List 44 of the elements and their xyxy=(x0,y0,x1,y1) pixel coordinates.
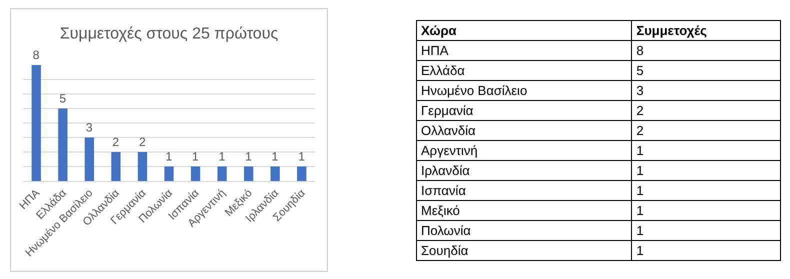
category-label: Ελλάδα xyxy=(416,60,632,80)
bar xyxy=(138,152,148,181)
data-label: 1 xyxy=(632,200,780,220)
data-label: 1 xyxy=(272,150,279,164)
data-label: 8 xyxy=(32,48,40,62)
text: Συμμετοχές xyxy=(632,20,780,40)
data-label: 1 xyxy=(192,150,200,164)
data-label: 2 xyxy=(632,100,780,120)
bar xyxy=(164,166,174,181)
text: Χώρα xyxy=(416,20,632,40)
bar xyxy=(32,65,41,181)
data-label: 1 xyxy=(245,150,252,164)
chart-title: Συμμετοχές στους 25 πρώτους xyxy=(60,26,278,43)
bar xyxy=(111,152,121,181)
data-label: 1 xyxy=(298,150,306,164)
bar xyxy=(84,138,94,181)
data-label: 1 xyxy=(218,150,226,164)
bar xyxy=(190,166,200,181)
data-label: 1 xyxy=(632,220,780,240)
category-label: Ολλανδία xyxy=(416,120,632,140)
data-label: 5 xyxy=(632,60,780,80)
data-label: 2 xyxy=(112,135,120,149)
bar xyxy=(270,166,280,181)
category-label: Αργεντινή xyxy=(416,140,632,160)
data-label: 3 xyxy=(86,120,93,134)
bar xyxy=(244,166,254,181)
category-label: Σουηδία xyxy=(416,240,632,260)
data-label: 5 xyxy=(59,92,66,106)
bar xyxy=(58,108,68,181)
bar xyxy=(217,166,227,181)
category-label: Γερμανία xyxy=(416,100,632,120)
data-label: 1 xyxy=(632,180,780,200)
data-label: 1 xyxy=(166,150,172,164)
data-label: 1 xyxy=(632,240,780,260)
data-label: 2 xyxy=(632,120,780,140)
bar xyxy=(297,166,306,181)
category-label: Ιρλανδία xyxy=(416,160,632,180)
category-label: Ηνωμένο Βασίλειο xyxy=(416,80,632,100)
data-label: 1 xyxy=(632,140,780,160)
data-label: 1 xyxy=(632,160,780,180)
data-label: 2 xyxy=(138,135,146,149)
data-label: 3 xyxy=(632,80,780,100)
data-label: 8 xyxy=(632,40,780,60)
category-label: ΗΠΑ xyxy=(416,40,632,60)
